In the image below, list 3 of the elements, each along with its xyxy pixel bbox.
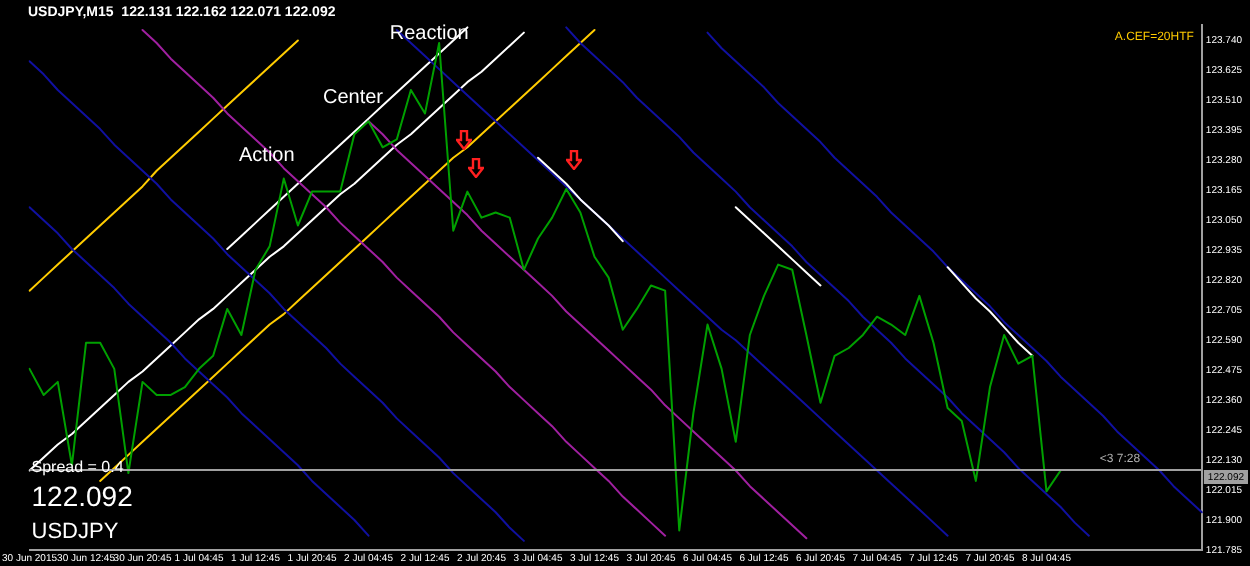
annotation: Center bbox=[322, 87, 385, 110]
annotation: USDJPY bbox=[31, 520, 120, 545]
annotation: 122.092 bbox=[31, 479, 134, 512]
